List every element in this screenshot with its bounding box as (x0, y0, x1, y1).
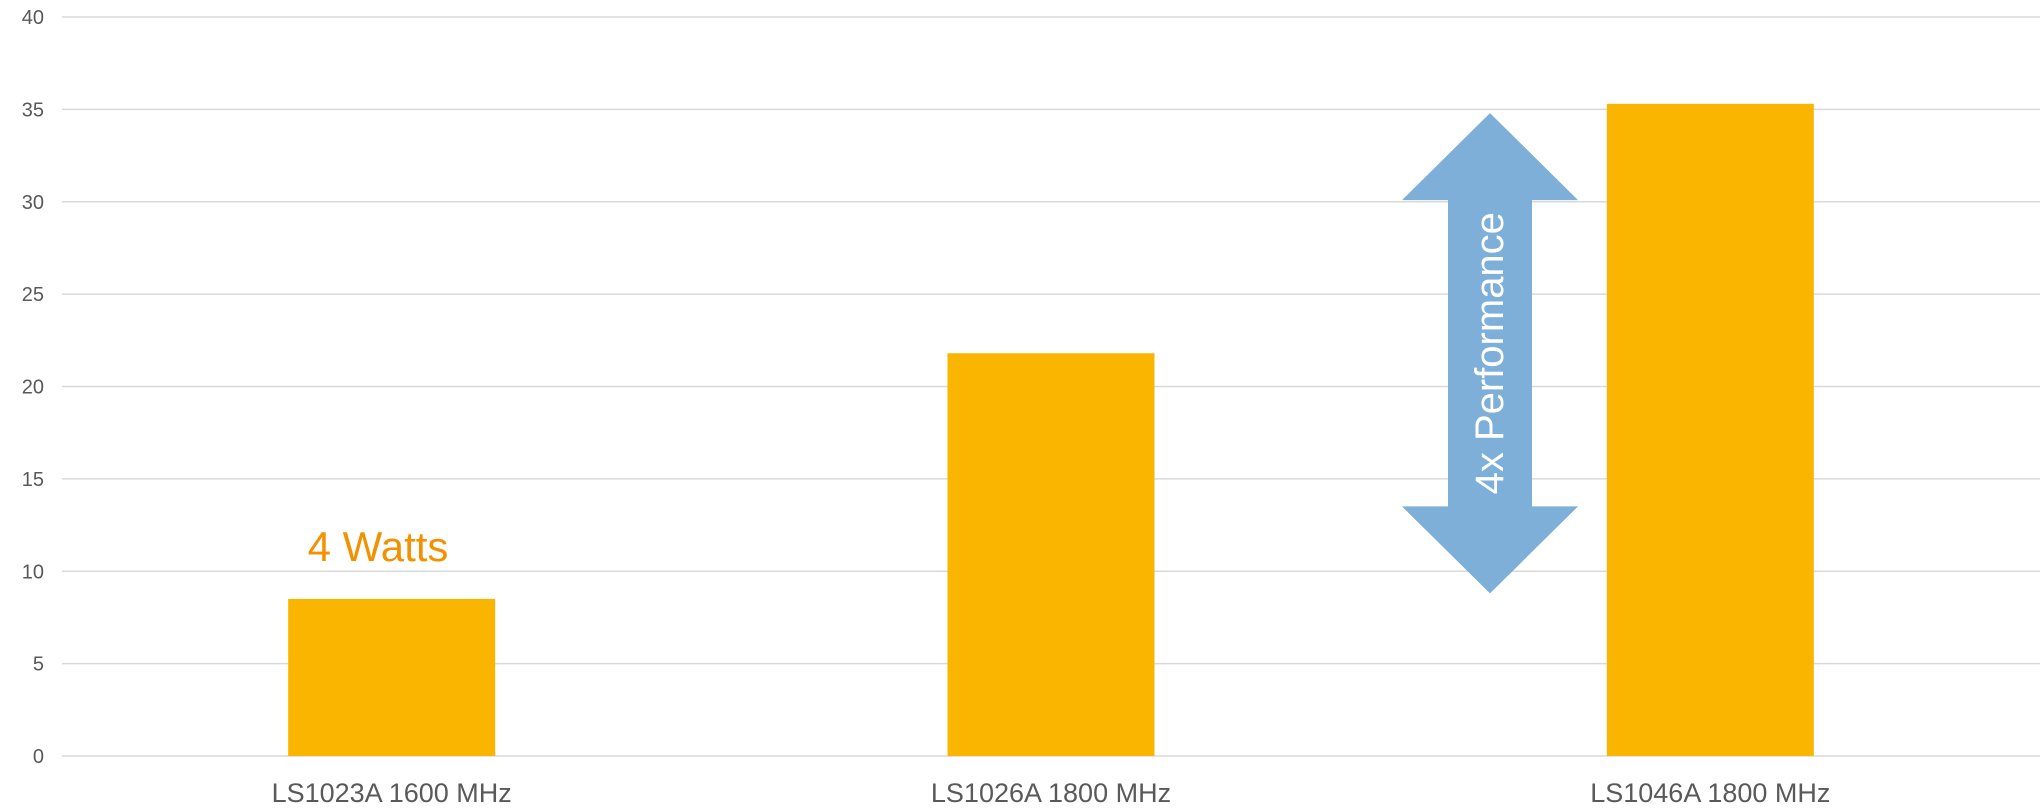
y-tick-label: 15 (22, 469, 44, 491)
y-axis-ticks: 0 5 10 15 20 25 30 35 40 (22, 7, 44, 768)
double-arrow-icon (1402, 113, 1578, 594)
x-tick-label: LS1046A 1800 MHz (1590, 778, 1830, 808)
y-tick-label: 10 (22, 561, 44, 583)
y-tick-label: 20 (22, 377, 44, 399)
bars (288, 103, 1814, 756)
bar (1606, 103, 1814, 756)
annotations: 4 Watts 4x Performance (308, 113, 1578, 594)
bar (947, 353, 1155, 756)
y-tick-label: 25 (22, 284, 44, 306)
bar (288, 598, 496, 756)
y-tick-label: 30 (22, 192, 44, 214)
y-tick-label: 0 (33, 746, 44, 768)
x-tick-label: LS1023A 1600 MHz (272, 778, 512, 808)
watts-annotation: 4 Watts (308, 523, 449, 570)
y-tick-label: 35 (22, 99, 44, 121)
x-tick-label: LS1026A 1800 MHz (931, 778, 1171, 808)
y-tick-label: 40 (22, 7, 44, 29)
y-tick-label: 5 (33, 654, 44, 676)
x-axis-labels: LS1023A 1600 MHz LS1026A 1800 MHz LS1046A … (272, 778, 1831, 808)
performance-annotation: 4x Performance (1468, 212, 1512, 494)
